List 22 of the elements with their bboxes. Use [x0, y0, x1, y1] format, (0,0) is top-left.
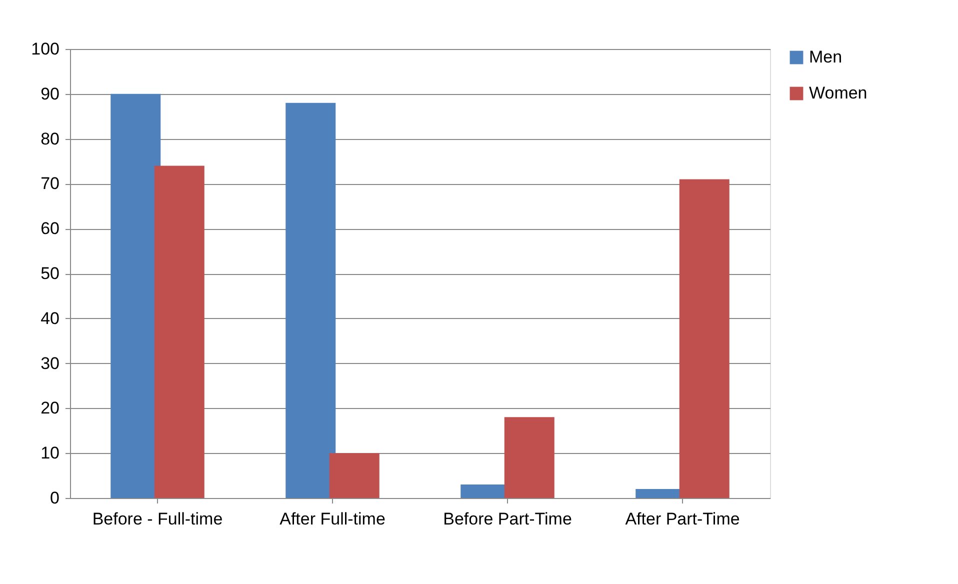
y-tick-label: 100 [31, 40, 60, 58]
y-tick-label: 70 [40, 174, 60, 194]
legend-label: Men [809, 48, 842, 66]
y-tick-label: 60 [40, 219, 60, 238]
bar [286, 102, 336, 498]
y-tick-label: 10 [40, 444, 60, 463]
y-tick-label: 30 [40, 354, 60, 373]
bar [329, 453, 380, 498]
x-tick-label: Before - Full-time [92, 510, 223, 528]
y-tick-label: 0 [50, 488, 60, 508]
x-tick-label: After Full-time [280, 510, 386, 528]
bar [154, 166, 204, 498]
legend-label: Women [809, 84, 868, 102]
y-tick-label: 20 [40, 398, 60, 418]
x-tick-label: After Part-Time [625, 510, 740, 528]
y-tick-label: 80 [40, 129, 60, 148]
x-tick-label: Before Part-Time [443, 510, 572, 528]
y-tick-label: 40 [40, 308, 60, 328]
y-tick-label: 50 [40, 264, 60, 283]
bar [679, 179, 730, 498]
y-tick-label: 90 [40, 84, 60, 104]
bar [504, 417, 554, 498]
